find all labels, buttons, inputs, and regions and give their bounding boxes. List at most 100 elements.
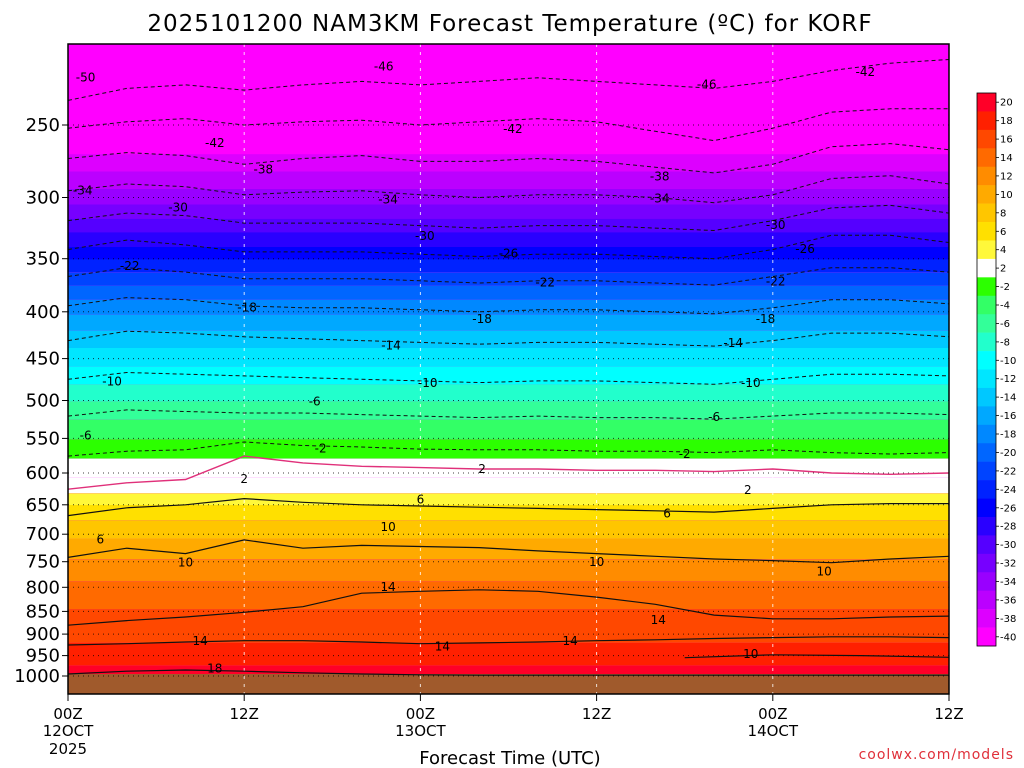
contour-line <box>68 234 949 260</box>
contour-labels: -50-46-46-42-42-42-38-38-34-34 -34-30-30-… <box>73 59 875 675</box>
plot-frame <box>67 43 950 695</box>
contour-label: -2 <box>315 442 327 456</box>
contour-label: -34 <box>73 183 93 197</box>
contour-label: 10 <box>743 647 758 661</box>
colorbar-label: -24 <box>1000 485 1016 496</box>
temperature-band <box>68 439 949 459</box>
temperature-band <box>68 314 949 331</box>
colorbar-swatch <box>977 535 996 555</box>
colorbar-label: -10 <box>1000 356 1016 367</box>
contour-label: 14 <box>193 634 208 648</box>
x-tick-label: 00Z <box>406 705 435 723</box>
y-tick-label: 850 <box>26 601 60 622</box>
contour-line <box>68 455 949 490</box>
terrain-layer <box>68 674 949 694</box>
y-tick-label: 650 <box>26 495 60 516</box>
temperature-band <box>68 384 949 402</box>
colorbar-swatch <box>977 185 996 204</box>
contour-label: -22 <box>120 259 140 273</box>
y-tick-label: 450 <box>26 349 60 370</box>
contour-line <box>68 204 949 232</box>
colorbar-swatch <box>977 572 996 591</box>
colorbar-label: -2 <box>1000 282 1010 293</box>
temperature-band <box>68 477 949 494</box>
temperature-band <box>68 246 949 260</box>
contour-label: -34 <box>650 191 670 205</box>
x-tick-label: 00Z <box>758 705 787 723</box>
contour-label: 2 <box>478 462 486 476</box>
contour-label: -30 <box>168 200 188 214</box>
credit-text: coolwx.com/models <box>859 747 1014 763</box>
contour-label: 10 <box>817 565 832 579</box>
contour-label: -18 <box>237 300 257 314</box>
temperature-band <box>68 559 949 582</box>
colorbar-frame <box>976 92 997 647</box>
colorbar-swatch <box>977 314 996 333</box>
contour-lines <box>68 59 949 676</box>
contour-label: -26 <box>795 242 815 256</box>
contour-label: -30 <box>766 218 786 232</box>
y-tick-label: 700 <box>26 524 60 545</box>
y-tick-label: 300 <box>26 188 60 209</box>
colorbar-swatch <box>977 222 996 241</box>
contour-label: -6 <box>80 429 92 443</box>
contour-line <box>68 175 949 204</box>
temperature-band <box>68 232 949 247</box>
colorbar-swatch <box>977 424 996 444</box>
colorbar-swatch <box>977 240 996 260</box>
contour-line <box>68 371 949 385</box>
contour-label: 6 <box>663 506 671 520</box>
x-tick-label: 00Z <box>53 705 82 723</box>
colorbar: 20 18 16 14 12 10 8 6 4 2 -2 -4 -6 -8 -10 -12 -14 -16 -18 -… <box>976 92 1016 647</box>
y-axis: 2503003504004505005506006507007508008509… <box>14 115 68 687</box>
temperature-band <box>68 218 949 233</box>
temperature-band <box>68 419 949 440</box>
contour-label: -6 <box>309 395 321 409</box>
y-tick-label: 350 <box>26 249 60 270</box>
contour-line <box>68 669 949 676</box>
colorbar-swatch <box>977 609 996 628</box>
temperature-band <box>68 581 949 610</box>
colorbar-swatch <box>977 93 996 112</box>
contour-label: -34 <box>378 193 398 207</box>
colorbar-swatch <box>977 111 996 131</box>
contour-label: -50 <box>76 70 96 84</box>
colorbar-label: -32 <box>1000 559 1016 570</box>
contour-line <box>68 589 949 626</box>
contour-label: 14 <box>380 580 395 594</box>
contour-label: 2 <box>744 483 752 497</box>
temperature-band <box>68 642 949 666</box>
contour-label: 10 <box>380 520 395 534</box>
colorbar-label: 16 <box>1000 135 1013 146</box>
contour-line <box>68 59 949 101</box>
contour-label: -38 <box>650 170 670 184</box>
x-tick-label: 12Z <box>230 705 259 723</box>
colorbar-swatch <box>977 406 996 426</box>
contour-label: 10 <box>589 555 604 569</box>
colorbar-label: 12 <box>1000 171 1013 182</box>
colorbar-swatch <box>977 516 996 536</box>
y-tick-label: 500 <box>26 391 60 412</box>
contour-line <box>68 636 949 646</box>
colorbar-label: -28 <box>1000 522 1016 533</box>
temperature-band <box>68 401 949 420</box>
colorbar-label: -30 <box>1000 540 1016 551</box>
colorbar-label: 2 <box>1000 264 1006 275</box>
contour-line <box>68 267 949 286</box>
colorbar-swatch <box>977 295 996 315</box>
contour-label: -6 <box>708 410 720 424</box>
colorbar-label: -40 <box>1000 632 1016 643</box>
colorbar-swatch <box>977 129 996 149</box>
temperature-band <box>68 285 949 300</box>
colorbar-swatch <box>977 166 996 186</box>
contour-line <box>68 441 949 457</box>
y-tick-label: 900 <box>26 624 60 645</box>
contour-label: 14 <box>651 613 666 627</box>
colorbar-label: 10 <box>1000 190 1013 201</box>
x-tick-label: 12Z <box>934 705 963 723</box>
y-tick-label: 750 <box>26 552 60 573</box>
contour-label: -14 <box>381 339 401 353</box>
colorbar-label: 14 <box>1000 153 1013 164</box>
contour-line <box>68 330 949 347</box>
colorbar-swatch <box>977 332 996 352</box>
